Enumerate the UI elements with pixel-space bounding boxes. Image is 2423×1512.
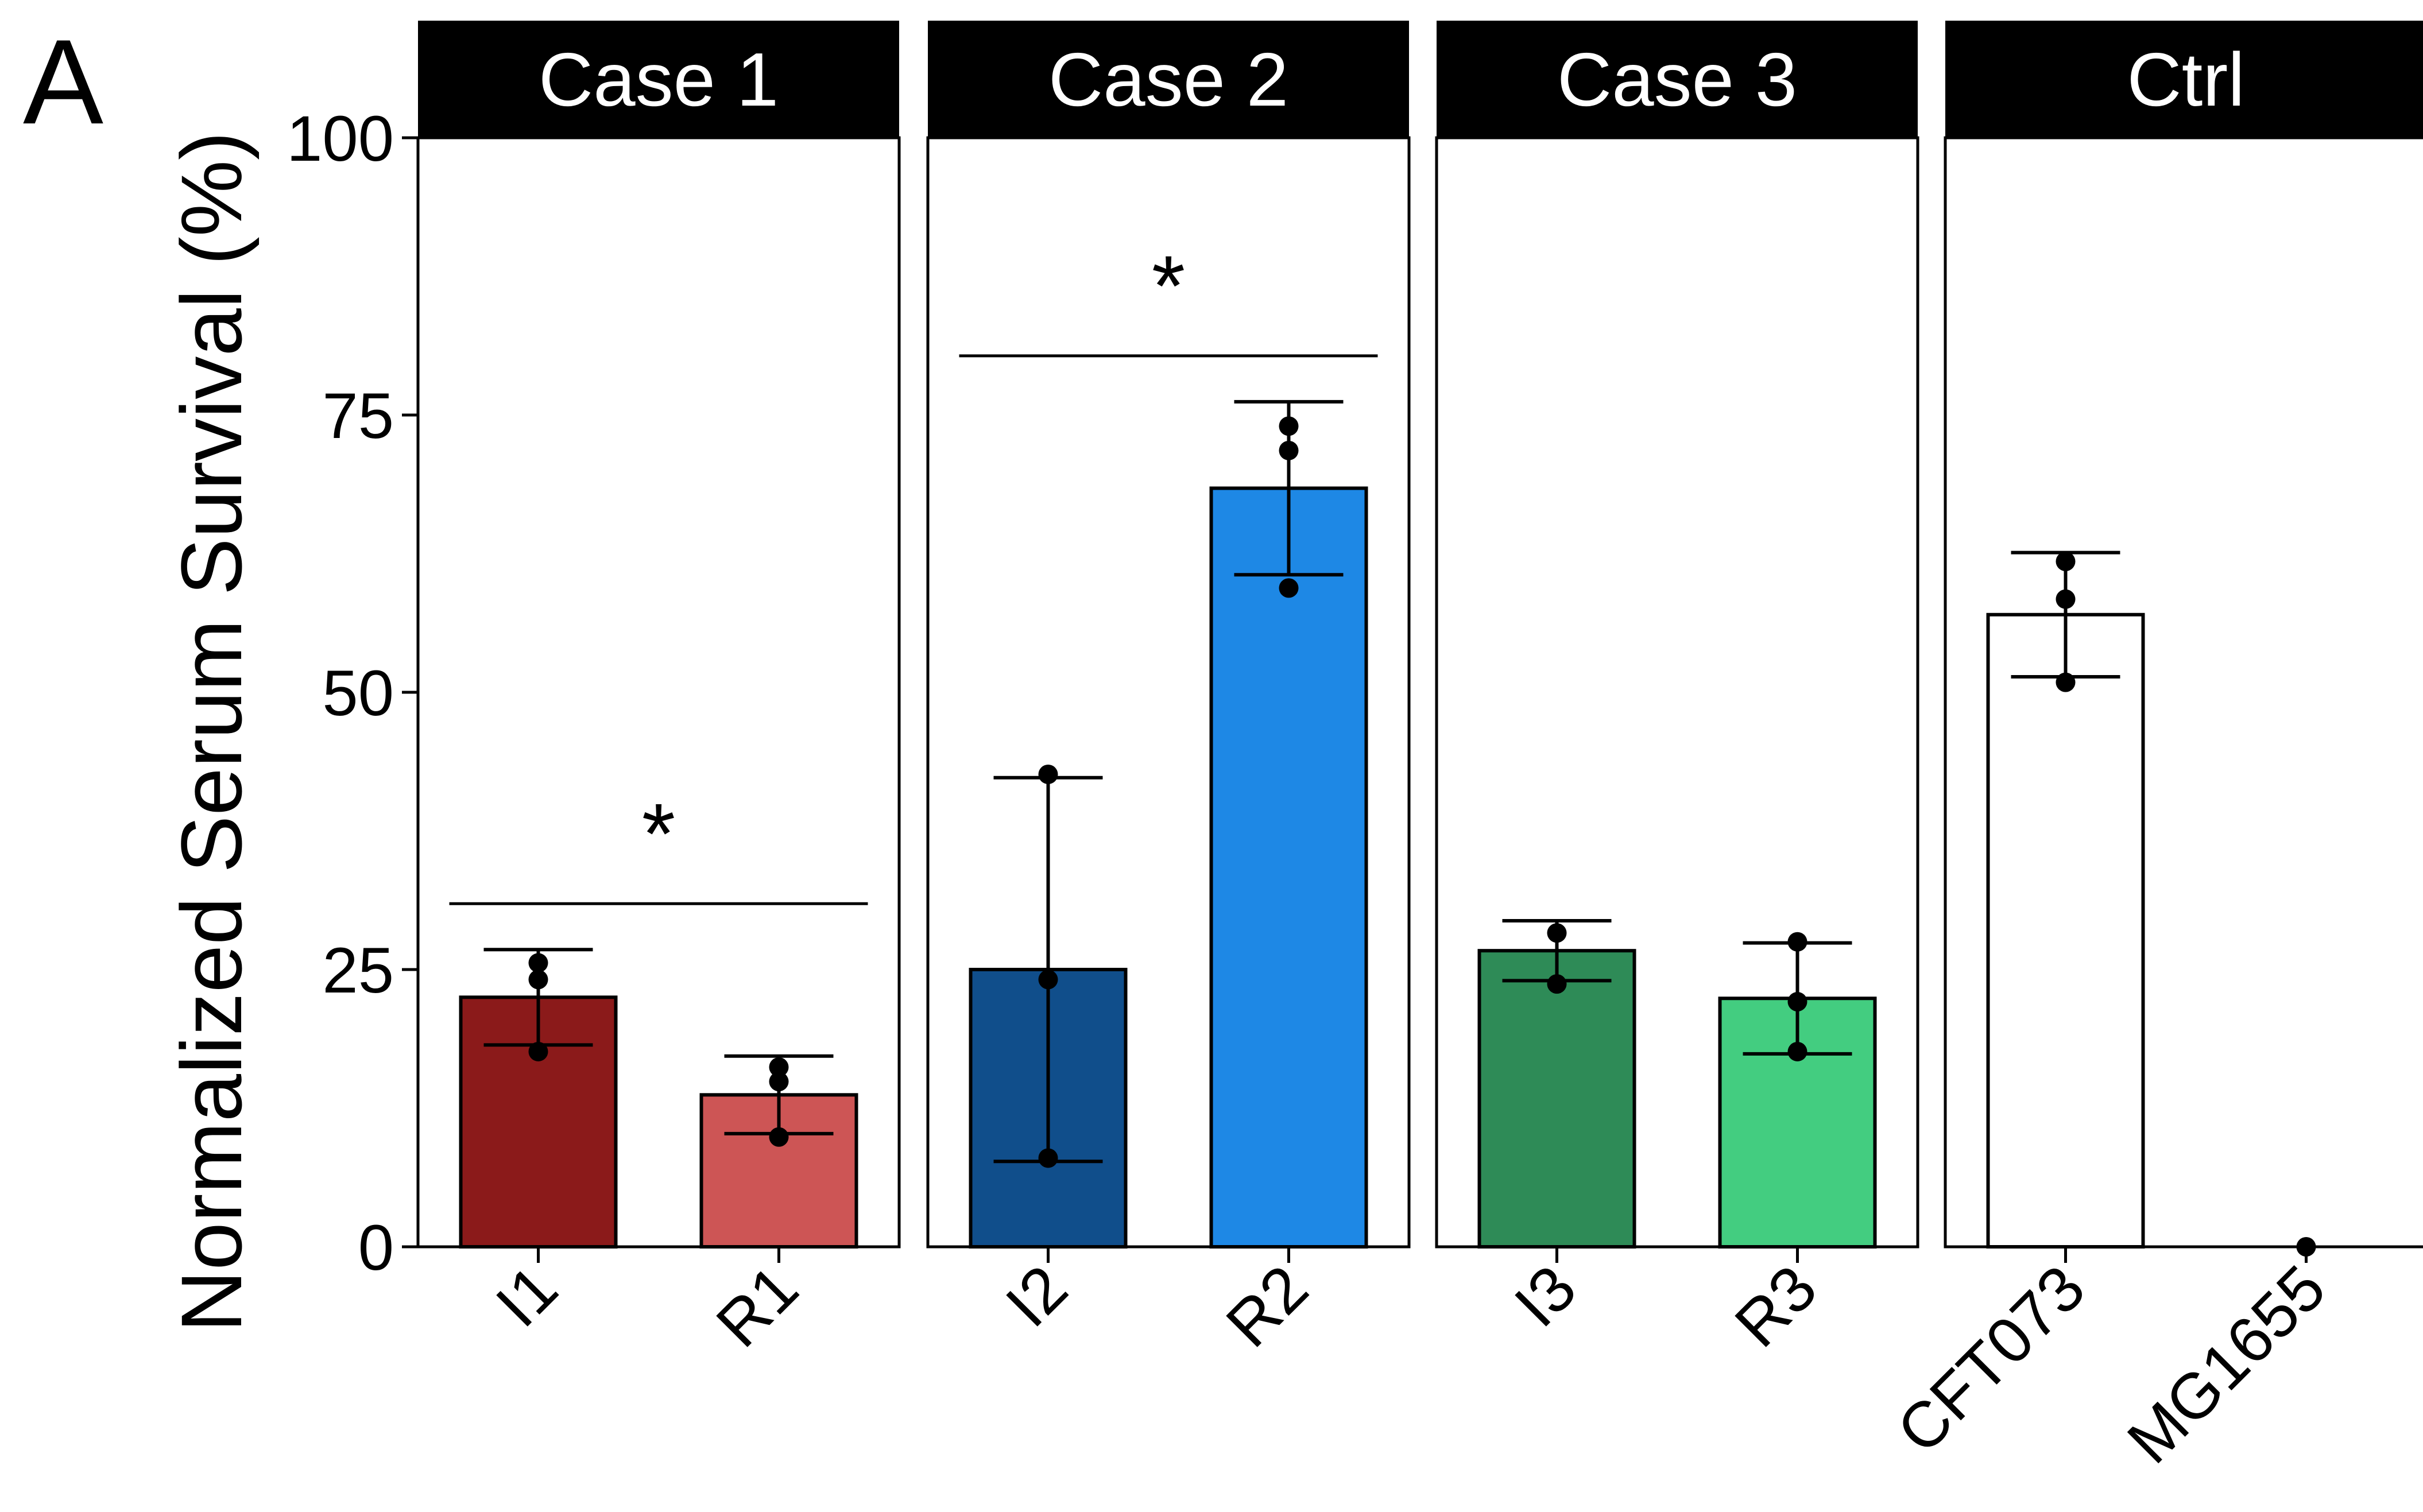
data-point-i1 [528, 953, 548, 973]
data-point-i1 [528, 1041, 548, 1061]
bar-cft073 [1986, 612, 2145, 1249]
y-tick-label: 75 [322, 380, 394, 452]
data-point-r1 [769, 1057, 789, 1077]
bar-i3 [1477, 949, 1636, 1249]
data-point-r1 [769, 1072, 789, 1092]
data-point-i2 [1038, 764, 1058, 784]
facet-panel [1435, 136, 1919, 1249]
data-point-r3 [1787, 1041, 1807, 1061]
y-tick-label: 50 [322, 657, 394, 729]
data-point-r3 [1787, 932, 1807, 952]
y-tick-label: 0 [358, 1212, 394, 1284]
facet-1: Case 1 I1 R1 * [416, 21, 901, 1361]
bar-r2 [1209, 486, 1368, 1249]
data-point-cft073 [2056, 672, 2076, 692]
x-tick-label-i2: I2 [992, 1252, 1081, 1340]
y-tick-label: 25 [322, 935, 394, 1006]
data-point-i2 [1038, 1148, 1058, 1168]
facet-title: Ctrl [2127, 37, 2244, 122]
significance-marker: * [642, 785, 675, 882]
data-point-cft073 [2056, 589, 2076, 609]
chart-layer: 0 25 50 75 100 Case 1 I1 R1 * Case 2 I2 R2 * Case 3 I3… [287, 21, 2423, 1477]
facet-strip [1945, 21, 2423, 138]
facet-strip [928, 21, 1409, 138]
x-tick-label-mg1655: MG1655 [2114, 1252, 2339, 1477]
facet-strip [1437, 21, 1918, 138]
y-tick-label: 100 [287, 103, 394, 175]
facet-title: Case 2 [1048, 37, 1288, 122]
data-point-r1 [769, 1127, 789, 1147]
facet-panel [416, 136, 901, 1249]
facet-title: Case 1 [539, 37, 779, 122]
data-point-r3 [1787, 992, 1807, 1012]
facet-4: Ctrl CFT073 MG1655 [1883, 21, 2423, 1477]
facet-3: Case 3 I3 R3 [1435, 21, 1919, 1361]
x-tick-label-r1: R1 [703, 1252, 812, 1361]
data-point-i3 [1547, 974, 1567, 994]
significance-marker: * [1152, 238, 1185, 334]
data-point-i3 [1547, 923, 1567, 943]
x-tick-label-i3: I3 [1501, 1252, 1589, 1340]
x-tick-label-r2: R2 [1213, 1252, 1322, 1361]
data-point-r2 [1279, 578, 1299, 598]
facet-panel [926, 136, 1411, 1249]
facet-2: Case 2 I2 R2 * [926, 21, 1411, 1361]
data-point-i1 [528, 970, 548, 990]
x-tick-label-cft073: CFT073 [1883, 1252, 2098, 1467]
x-tick-label-i1: I1 [482, 1252, 571, 1340]
data-point-cft073 [2056, 552, 2076, 572]
x-tick-label-r3: R3 [1721, 1252, 1830, 1361]
panel-letter: A [23, 14, 103, 149]
data-point-i2 [1038, 970, 1058, 990]
facet-panel [1944, 136, 2423, 1249]
y-axis-label: Normalized Serum Survival (%) [163, 131, 260, 1332]
data-point-r2 [1279, 416, 1299, 436]
data-point-r2 [1279, 440, 1299, 460]
facet-title: Case 3 [1557, 37, 1797, 122]
facet-strip [418, 21, 899, 138]
